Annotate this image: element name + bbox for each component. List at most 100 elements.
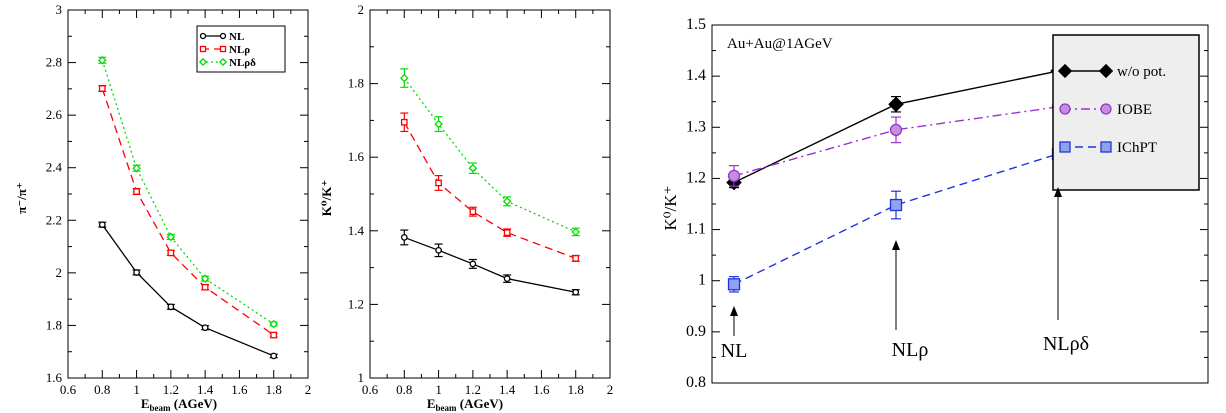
- arrow-head: [730, 306, 738, 316]
- data-point: [889, 198, 903, 212]
- y-tick-label: 1.4: [348, 223, 365, 238]
- legend-box: [196, 25, 286, 73]
- legend-marker: [1059, 141, 1071, 153]
- x-tick-label: 1.4: [499, 382, 516, 397]
- y-axis-label: π⁻/π⁺: [14, 182, 29, 214]
- x-tick-label: 2: [305, 382, 312, 397]
- series-line-3: [733, 153, 1059, 285]
- data-point: [269, 319, 279, 329]
- tick-labels: 1 1.2 1.4 1.6 1.8 2 0.6 0.8 1 1.2 1.4 1.6 1.8 2: [348, 2, 614, 397]
- data-point: [727, 278, 741, 291]
- data-point: [469, 208, 477, 216]
- series-line-3: [101, 60, 275, 325]
- x-tick-label: 1.8: [266, 382, 282, 397]
- x-tick-label: 1.6: [231, 382, 248, 397]
- y-tick-label: 1.8: [348, 76, 364, 91]
- data-point: [435, 246, 442, 254]
- x-tick-label: 1.4: [197, 382, 214, 397]
- data-point: [572, 255, 580, 262]
- y-tick-label: 2: [56, 265, 63, 280]
- y-tick-label: 2.8: [46, 55, 62, 70]
- data-point: [98, 85, 106, 92]
- legend: w/o pot. IOBE IChPT: [1052, 34, 1200, 191]
- x-axis-label: Ebeam (AGeV): [427, 396, 503, 413]
- legend-label: IOBE: [1117, 102, 1152, 118]
- legend-label: IChPT: [1117, 140, 1157, 156]
- data-point: [502, 197, 512, 206]
- y-tick-label: 1.3: [686, 118, 706, 135]
- data-point: [166, 232, 176, 242]
- x-tick-label: 1: [435, 382, 442, 397]
- data-point: [270, 352, 278, 360]
- series-layer: [399, 68, 581, 296]
- data-point: [270, 331, 278, 339]
- series-layer: [97, 55, 279, 360]
- legend-label: NL: [229, 31, 244, 43]
- y-tick-label: 1.6: [348, 149, 365, 164]
- y-tick-label: 2.4: [46, 160, 63, 175]
- x-tick-label: 1.2: [163, 382, 179, 397]
- x-tick-label: 1.8: [568, 382, 584, 397]
- data-point: [468, 163, 478, 173]
- legend-marker: [218, 57, 228, 67]
- x-tick-label: 0.8: [94, 382, 110, 397]
- data-point: [132, 163, 141, 173]
- x-tick-label: 1.2: [465, 382, 481, 397]
- model-arrows: NL NLρ NLρδ: [721, 187, 1089, 362]
- arrow-head: [1054, 187, 1062, 197]
- category-label: NL: [721, 340, 748, 362]
- legend-marker: [1100, 141, 1112, 153]
- y-tick-label: 2: [358, 2, 365, 17]
- data-point: [434, 119, 443, 129]
- legend-marker: [1059, 103, 1071, 115]
- data-point: [469, 260, 477, 268]
- series-line-2: [101, 88, 275, 336]
- y-tick-label: 1.6: [46, 370, 63, 385]
- plot-frame: [369, 9, 611, 379]
- x-axis-label: Ebeam (AGeV): [141, 396, 217, 413]
- data-point: [400, 234, 408, 241]
- legend-box: [1052, 34, 1200, 191]
- x-tick-label: 1.6: [533, 382, 550, 397]
- y-tick-label: 1.5: [686, 16, 706, 33]
- chart-panel-kaon-ratio-energy: 1 1.2 1.4 1.6 1.8 2 0.6 0.8 1 1.2 1.4 1.6 1.8 2 Ebeam…: [319, 2, 613, 413]
- tick-labels: 0.8 0.9 1 1.1 1.2 1.3 1.4 1.5: [686, 16, 706, 391]
- data-point: [201, 324, 209, 332]
- x-tick-label: 2: [607, 382, 614, 397]
- data-point: [167, 249, 175, 257]
- y-tick-label: 1.8: [46, 317, 62, 332]
- y-tick-label: 1.1: [686, 221, 706, 238]
- legend-marker: [1098, 63, 1114, 79]
- data-point: [200, 274, 210, 283]
- system-annotation: Au+Au@1AGeV: [727, 36, 833, 52]
- data-point: [572, 288, 580, 296]
- y-tick-label: 2.2: [46, 212, 62, 227]
- chart-panel-pion-ratio: 1.6 1.8 2 2.2 2.4 2.6 2.8 3 0.6 0.8 1 1.2 1.4 1.6 1.8 2…: [14, 2, 311, 413]
- y-tick-label: 2.6: [46, 107, 63, 122]
- legend-marker: [1057, 63, 1073, 79]
- y-tick-label: 1: [358, 370, 365, 385]
- data-point: [727, 169, 741, 183]
- data-point: [888, 96, 904, 113]
- data-point: [97, 55, 107, 65]
- data-point: [167, 303, 175, 311]
- series-line-3: [403, 77, 576, 233]
- y-tick-label: 1.2: [686, 169, 706, 186]
- tick-labels: 1.6 1.8 2 2.2 2.4 2.6 2.8 3 0.6 0.8 1 1.2 1.4 1.6 1.8 2: [46, 2, 312, 397]
- y-axis-label: K⁰/K⁺: [661, 185, 680, 230]
- chart-panel-kaon-ratio-potentials: 0.8 0.9 1 1.1 1.2 1.3 1.4 1.5 K⁰/K⁺ Au+Au@1AGeV…: [661, 16, 1209, 391]
- x-tick-label: 0.8: [396, 382, 412, 397]
- legend-marker: [198, 57, 208, 67]
- plot-border: [369, 9, 611, 379]
- data-point: [889, 123, 903, 136]
- y-tick-label: 3: [56, 2, 63, 17]
- legend-marker: [219, 32, 227, 40]
- data-point: [133, 188, 140, 195]
- data-point: [400, 118, 408, 126]
- y-tick-label: 0.8: [686, 374, 706, 391]
- data-point: [503, 229, 511, 236]
- legend-label: NLρ: [229, 44, 250, 56]
- y-axis-label: K⁰/K⁺: [319, 180, 334, 216]
